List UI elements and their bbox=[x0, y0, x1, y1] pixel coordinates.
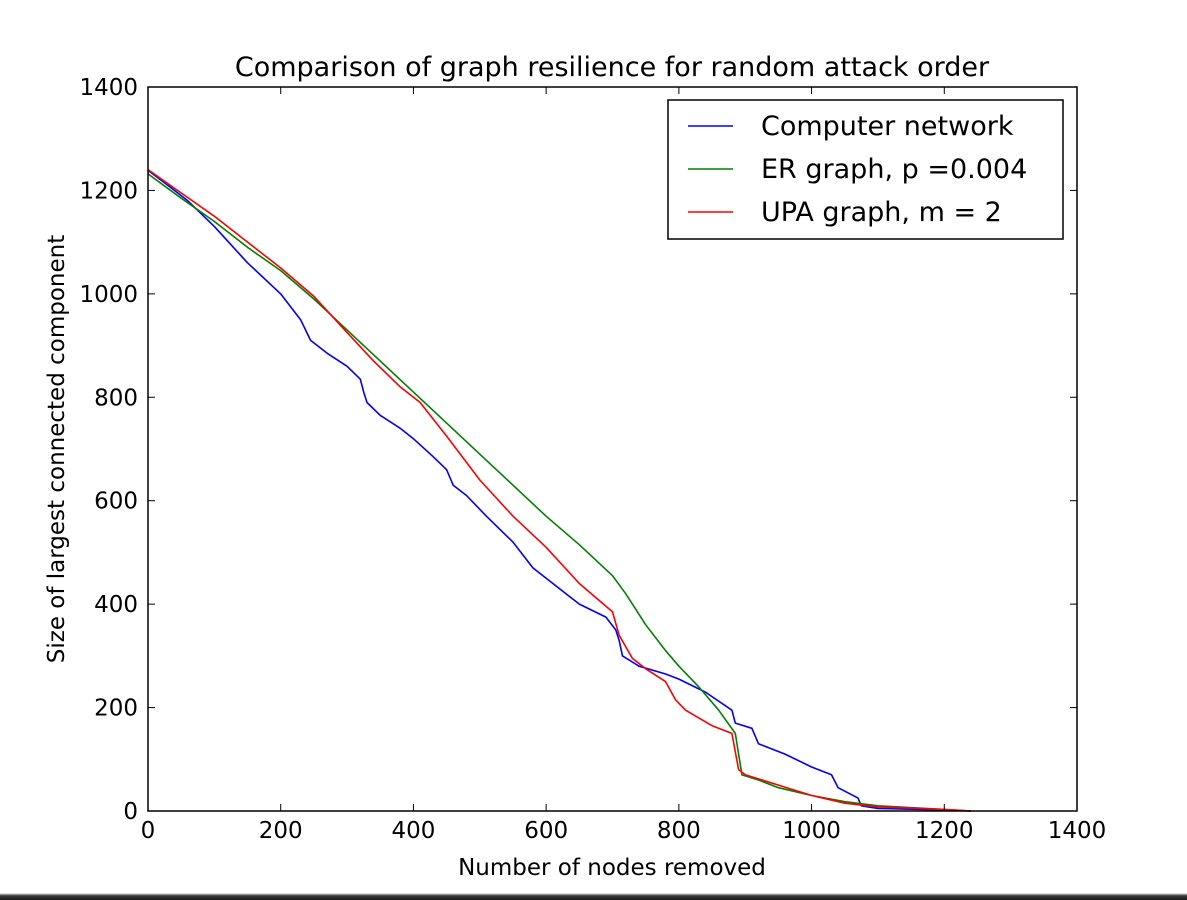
x-tick-label: 1400 bbox=[1048, 818, 1107, 844]
window-bottom-edge bbox=[0, 893, 1187, 900]
x-tick-label: 400 bbox=[391, 818, 435, 844]
x-tick-label: 200 bbox=[259, 818, 303, 844]
x-tick-label: 800 bbox=[657, 818, 701, 844]
y-tick-label: 1400 bbox=[79, 75, 138, 101]
series-line-computer-network bbox=[147, 169, 971, 812]
y-tick-label: 0 bbox=[123, 799, 138, 825]
series-line-er-graph-p-0-004 bbox=[147, 173, 971, 812]
y-tick-label: 1000 bbox=[79, 282, 138, 308]
legend: Computer network ER graph, p =0.004 UPA … bbox=[667, 99, 1064, 240]
y-tick-label: 400 bbox=[94, 592, 138, 618]
legend-label-computer-network: Computer network bbox=[761, 111, 1014, 142]
legend-box bbox=[667, 99, 1064, 240]
x-axis-label: Number of nodes removed bbox=[458, 855, 766, 881]
legend-label-er-graph: ER graph, p =0.004 bbox=[761, 154, 1027, 185]
x-tick-label: 0 bbox=[141, 818, 156, 844]
axis-ticks: 0 200 400 600 800 1000 1200 1400 0 200 400 600 800 10… bbox=[79, 75, 1106, 844]
legend-label-upa-graph: UPA graph, m = 2 bbox=[761, 197, 1002, 228]
chart-title: Comparison of graph resilience for rando… bbox=[235, 52, 990, 83]
y-tick-label: 600 bbox=[94, 489, 138, 515]
x-tick-label: 1000 bbox=[782, 818, 841, 844]
y-tick-label: 1200 bbox=[79, 178, 138, 204]
plot-area-frame bbox=[147, 86, 1078, 812]
series-line-upa-graph-m-2 bbox=[147, 169, 971, 812]
y-tick-label: 800 bbox=[94, 385, 138, 411]
x-tick-label: 1200 bbox=[915, 818, 974, 844]
series-layer bbox=[147, 169, 971, 812]
y-tick-label: 200 bbox=[94, 696, 138, 722]
x-tick-label: 600 bbox=[524, 818, 568, 844]
y-axis-label: Size of largest connected component bbox=[44, 235, 70, 663]
